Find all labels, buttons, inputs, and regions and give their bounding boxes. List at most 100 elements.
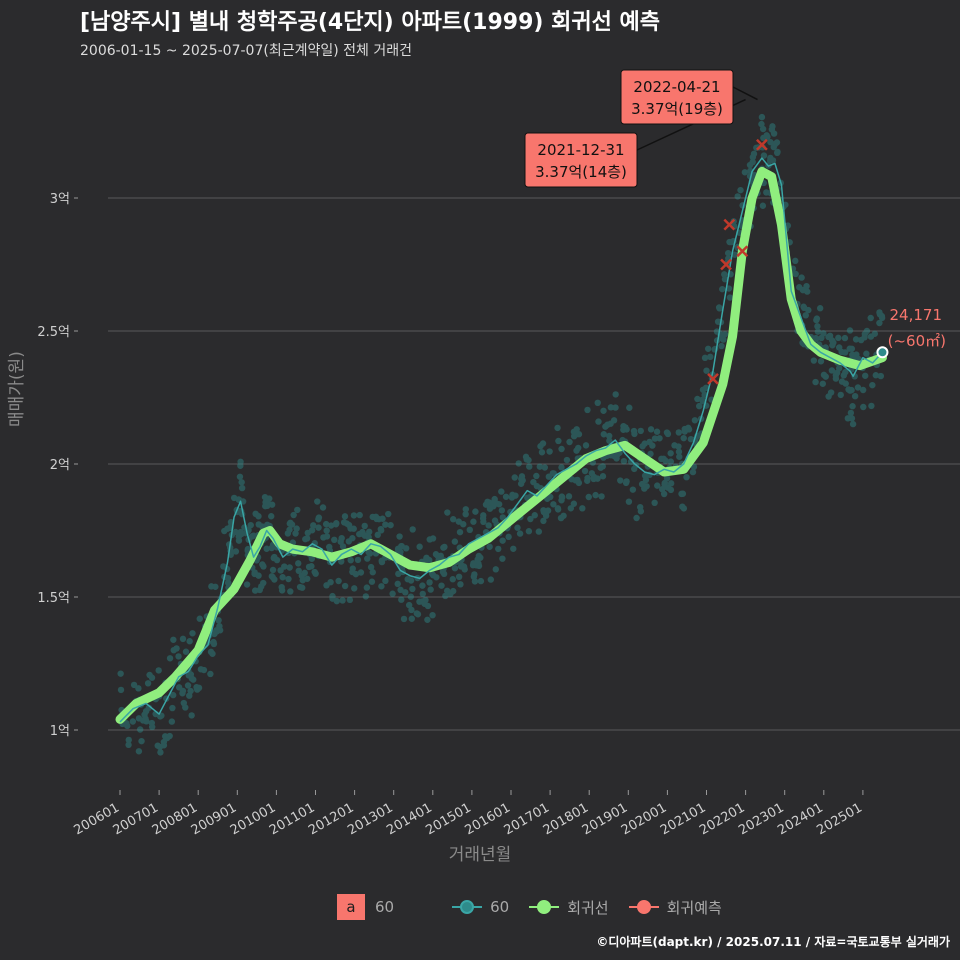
trade-point <box>612 391 619 398</box>
trade-point <box>238 530 245 538</box>
trade-point <box>423 554 430 561</box>
trade-point <box>835 334 842 342</box>
trade-point <box>499 514 507 521</box>
legend-prediction: 회귀예측 <box>628 897 722 918</box>
trade-point <box>352 570 360 578</box>
trade-point <box>374 531 381 539</box>
trade-point <box>429 535 437 542</box>
trade-point <box>566 438 573 446</box>
trade-point <box>350 525 357 532</box>
trade-point <box>236 473 244 480</box>
trade-point <box>840 372 848 379</box>
annotation-date: 2022-04-21 <box>633 78 720 96</box>
trade-point <box>409 526 416 533</box>
trade-point <box>207 648 215 656</box>
trade-point <box>400 615 408 623</box>
prediction-marker <box>756 138 768 151</box>
trade-point <box>538 449 546 456</box>
trade-point <box>796 284 803 291</box>
trade-point <box>792 257 799 265</box>
trade-point <box>621 424 628 431</box>
trade-point <box>701 354 709 362</box>
trade-point <box>833 369 841 376</box>
trade-point <box>517 480 525 487</box>
trade-point <box>631 430 638 438</box>
trade-point <box>667 480 675 487</box>
trade-point <box>268 573 276 580</box>
trade-point <box>878 312 886 320</box>
trade-point <box>398 596 405 603</box>
trade-point <box>161 733 169 740</box>
trade-point <box>323 527 330 534</box>
trade-point <box>612 404 619 411</box>
trade-point <box>349 535 356 542</box>
trade-point <box>188 712 195 719</box>
trade-point <box>409 585 416 593</box>
trade-point <box>319 504 327 511</box>
trade-point <box>737 186 744 194</box>
annotation-date: 2021-12-31 <box>537 141 624 159</box>
trade-point <box>441 543 448 551</box>
trade-point <box>825 393 832 400</box>
trade-point <box>247 521 254 529</box>
trade-point <box>341 513 349 520</box>
trade-point <box>359 528 366 536</box>
annotation-box <box>620 69 734 125</box>
trade-point <box>664 430 672 438</box>
trade-point <box>822 373 829 380</box>
trade-point <box>842 368 849 376</box>
trade-point <box>269 566 277 574</box>
trade-point <box>849 351 856 358</box>
trade-point <box>350 512 358 519</box>
trade-point <box>803 282 810 290</box>
trade-point <box>639 480 646 488</box>
trade-point <box>607 404 615 411</box>
trade-point <box>449 576 456 583</box>
trade-point <box>179 690 186 697</box>
trade-point <box>584 406 591 414</box>
trade-point <box>363 584 371 591</box>
trade-point <box>835 344 843 351</box>
trade-point <box>728 238 735 246</box>
trade-point <box>539 440 547 447</box>
trade-point <box>597 464 604 471</box>
trade-point <box>667 486 675 494</box>
trade-point <box>193 683 200 691</box>
trade-point <box>213 627 220 634</box>
trade-point <box>545 473 553 480</box>
trade-point <box>314 498 321 505</box>
trade-point <box>675 429 682 436</box>
trade-point <box>338 558 345 565</box>
trade-point <box>826 332 834 340</box>
trade-point <box>210 630 218 637</box>
trade-point <box>288 521 296 528</box>
trade-point <box>471 571 478 578</box>
trade-point <box>480 512 487 519</box>
trade-point <box>424 602 432 610</box>
trade-point <box>860 403 867 411</box>
legend-green-marker-icon <box>529 900 560 914</box>
trade-point <box>235 537 243 544</box>
trade-point <box>340 519 348 526</box>
trade-point <box>689 468 697 476</box>
trade-point <box>303 535 311 542</box>
trade-point <box>315 514 323 521</box>
trade-point <box>207 670 214 678</box>
prediction-marker <box>736 245 749 258</box>
trade-point <box>555 437 562 445</box>
trade-point <box>850 352 858 360</box>
trade-point <box>845 386 852 393</box>
trade-point <box>461 566 468 573</box>
trade-point <box>721 275 729 283</box>
trade-point <box>838 348 845 356</box>
trade-point <box>416 543 423 550</box>
trade-point <box>594 399 601 407</box>
trade-point <box>327 578 334 586</box>
trade-point <box>184 682 192 689</box>
trade-point <box>323 582 330 589</box>
trade-point <box>379 515 386 522</box>
trade-point <box>647 450 654 458</box>
trade-point <box>533 482 541 490</box>
trade-point <box>509 491 516 499</box>
trade-point <box>394 545 402 553</box>
